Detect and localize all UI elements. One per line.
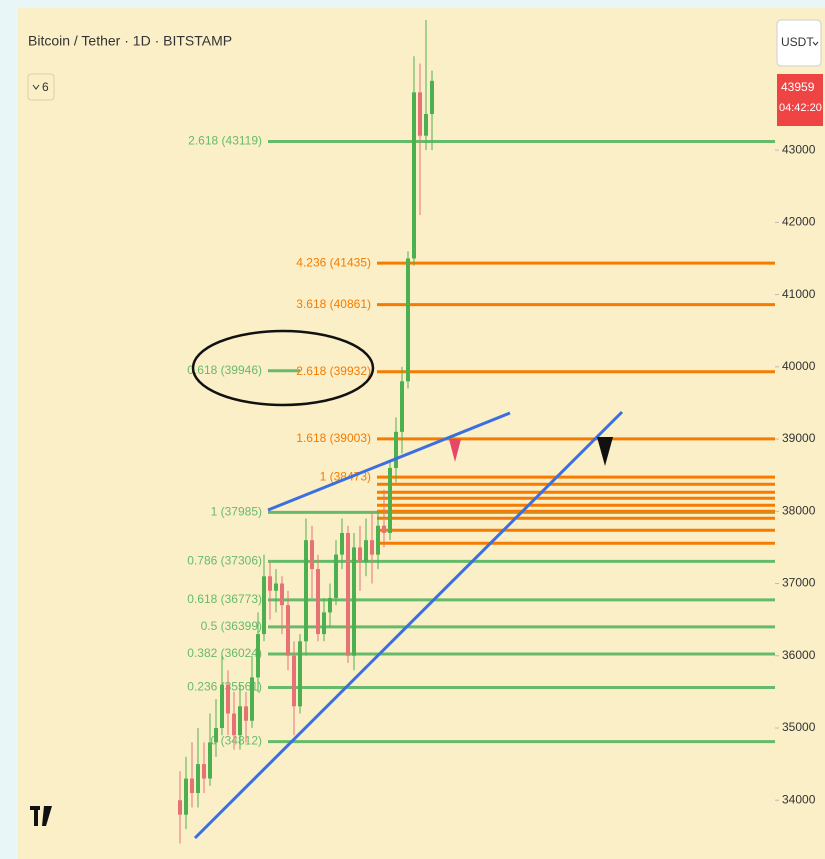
candle-body [250,677,254,721]
candle-body [256,634,260,678]
candle-body [376,525,380,555]
candle-body [304,540,308,642]
price-badge [777,74,823,126]
arrow-marker [597,437,613,466]
fib-label: 0.236 (35561) [187,680,262,694]
plot: 34000 35000 36000 37000 38000 39000 40000 41000… [178,20,816,844]
candle-body [244,706,248,721]
trend-line [267,411,511,512]
fib-label: 0.5 (36399) [201,619,262,633]
candle-body [412,92,416,259]
chevron [32,84,40,90]
candle-body [190,778,194,793]
y-tick-label: 34000 [782,792,816,806]
candle-body [220,684,224,728]
candle-body [322,612,326,635]
candle-body [352,547,356,656]
candle-body [394,431,398,468]
y-tick-label: 41000 [782,287,816,301]
candle-body [364,540,368,562]
candle-body [424,114,428,136]
fib-label: 0.382 (36024) [187,646,262,660]
candle-body [328,597,332,613]
candle-body [238,706,242,736]
candle-body [406,258,410,382]
candle-body [262,576,266,635]
y-tick-label: 36000 [782,648,816,662]
y-tick-label: 39000 [782,431,816,445]
last-price: 43959 [781,80,815,94]
fib-label: 0.618 (36773) [187,592,262,606]
candle-body [340,532,344,555]
candle-body [370,540,374,555]
currency-button[interactable] [776,19,822,67]
candle-body [178,800,182,815]
currency-label: USDT [781,35,814,49]
y-tick-label: 37000 [782,576,816,590]
arrow-marker [449,439,461,462]
logo [30,806,52,826]
fib-label: 3.618 (40861) [296,297,371,311]
logo-part [42,806,52,826]
candle-body [268,576,272,591]
y-tick-label: 40000 [782,359,816,373]
candle-body [196,764,200,793]
highlight-ellipse [191,329,375,407]
fib-label: 0.618 (39946) [187,363,262,377]
candle-body [334,554,338,598]
indicator-toggle[interactable] [27,73,55,101]
candle-body [358,547,362,562]
indicator-count: 6 [42,80,49,94]
candle-body [292,655,296,707]
candle-body [400,381,404,432]
candle-body [310,540,314,570]
candle-body [226,684,230,714]
fib-label: 0 (34812) [211,734,262,748]
logo-part [34,806,38,826]
y-tick-label: 43000 [782,142,816,156]
candle-body [388,467,392,533]
fib-label: 1 (37985) [211,505,262,519]
chart-title: Bitcoin / Tether · 1D · BITSTAMP [28,33,232,49]
candle-body [214,727,218,743]
fib-label: 1.618 (39003) [296,431,371,445]
candle-body [418,92,422,136]
chart-background [18,8,825,859]
candle-body [208,742,212,779]
candle-body [280,583,284,606]
candle-body [286,605,290,656]
candle-body [184,778,188,815]
y-tick-label: 38000 [782,503,816,517]
y-tick-label: 42000 [782,215,816,229]
candle-body [202,764,206,779]
y-tick-label: 35000 [782,720,816,734]
chevron [812,41,819,46]
candle-body [382,525,386,533]
fib-label: 2.618 (39932) [296,364,371,378]
candle-body [430,80,434,115]
candle-body [298,641,302,707]
candle-body [346,532,350,656]
candle-body [316,569,320,635]
fib-label: 2.618 (43119) [188,134,262,148]
trend-line [193,410,624,840]
countdown: 04:42:20 [779,102,822,114]
fib-label: 4.236 (41435) [296,255,371,269]
candle-body [232,713,236,736]
fib-label: 0.786 (37306) [187,554,262,568]
candle-body [274,583,278,591]
